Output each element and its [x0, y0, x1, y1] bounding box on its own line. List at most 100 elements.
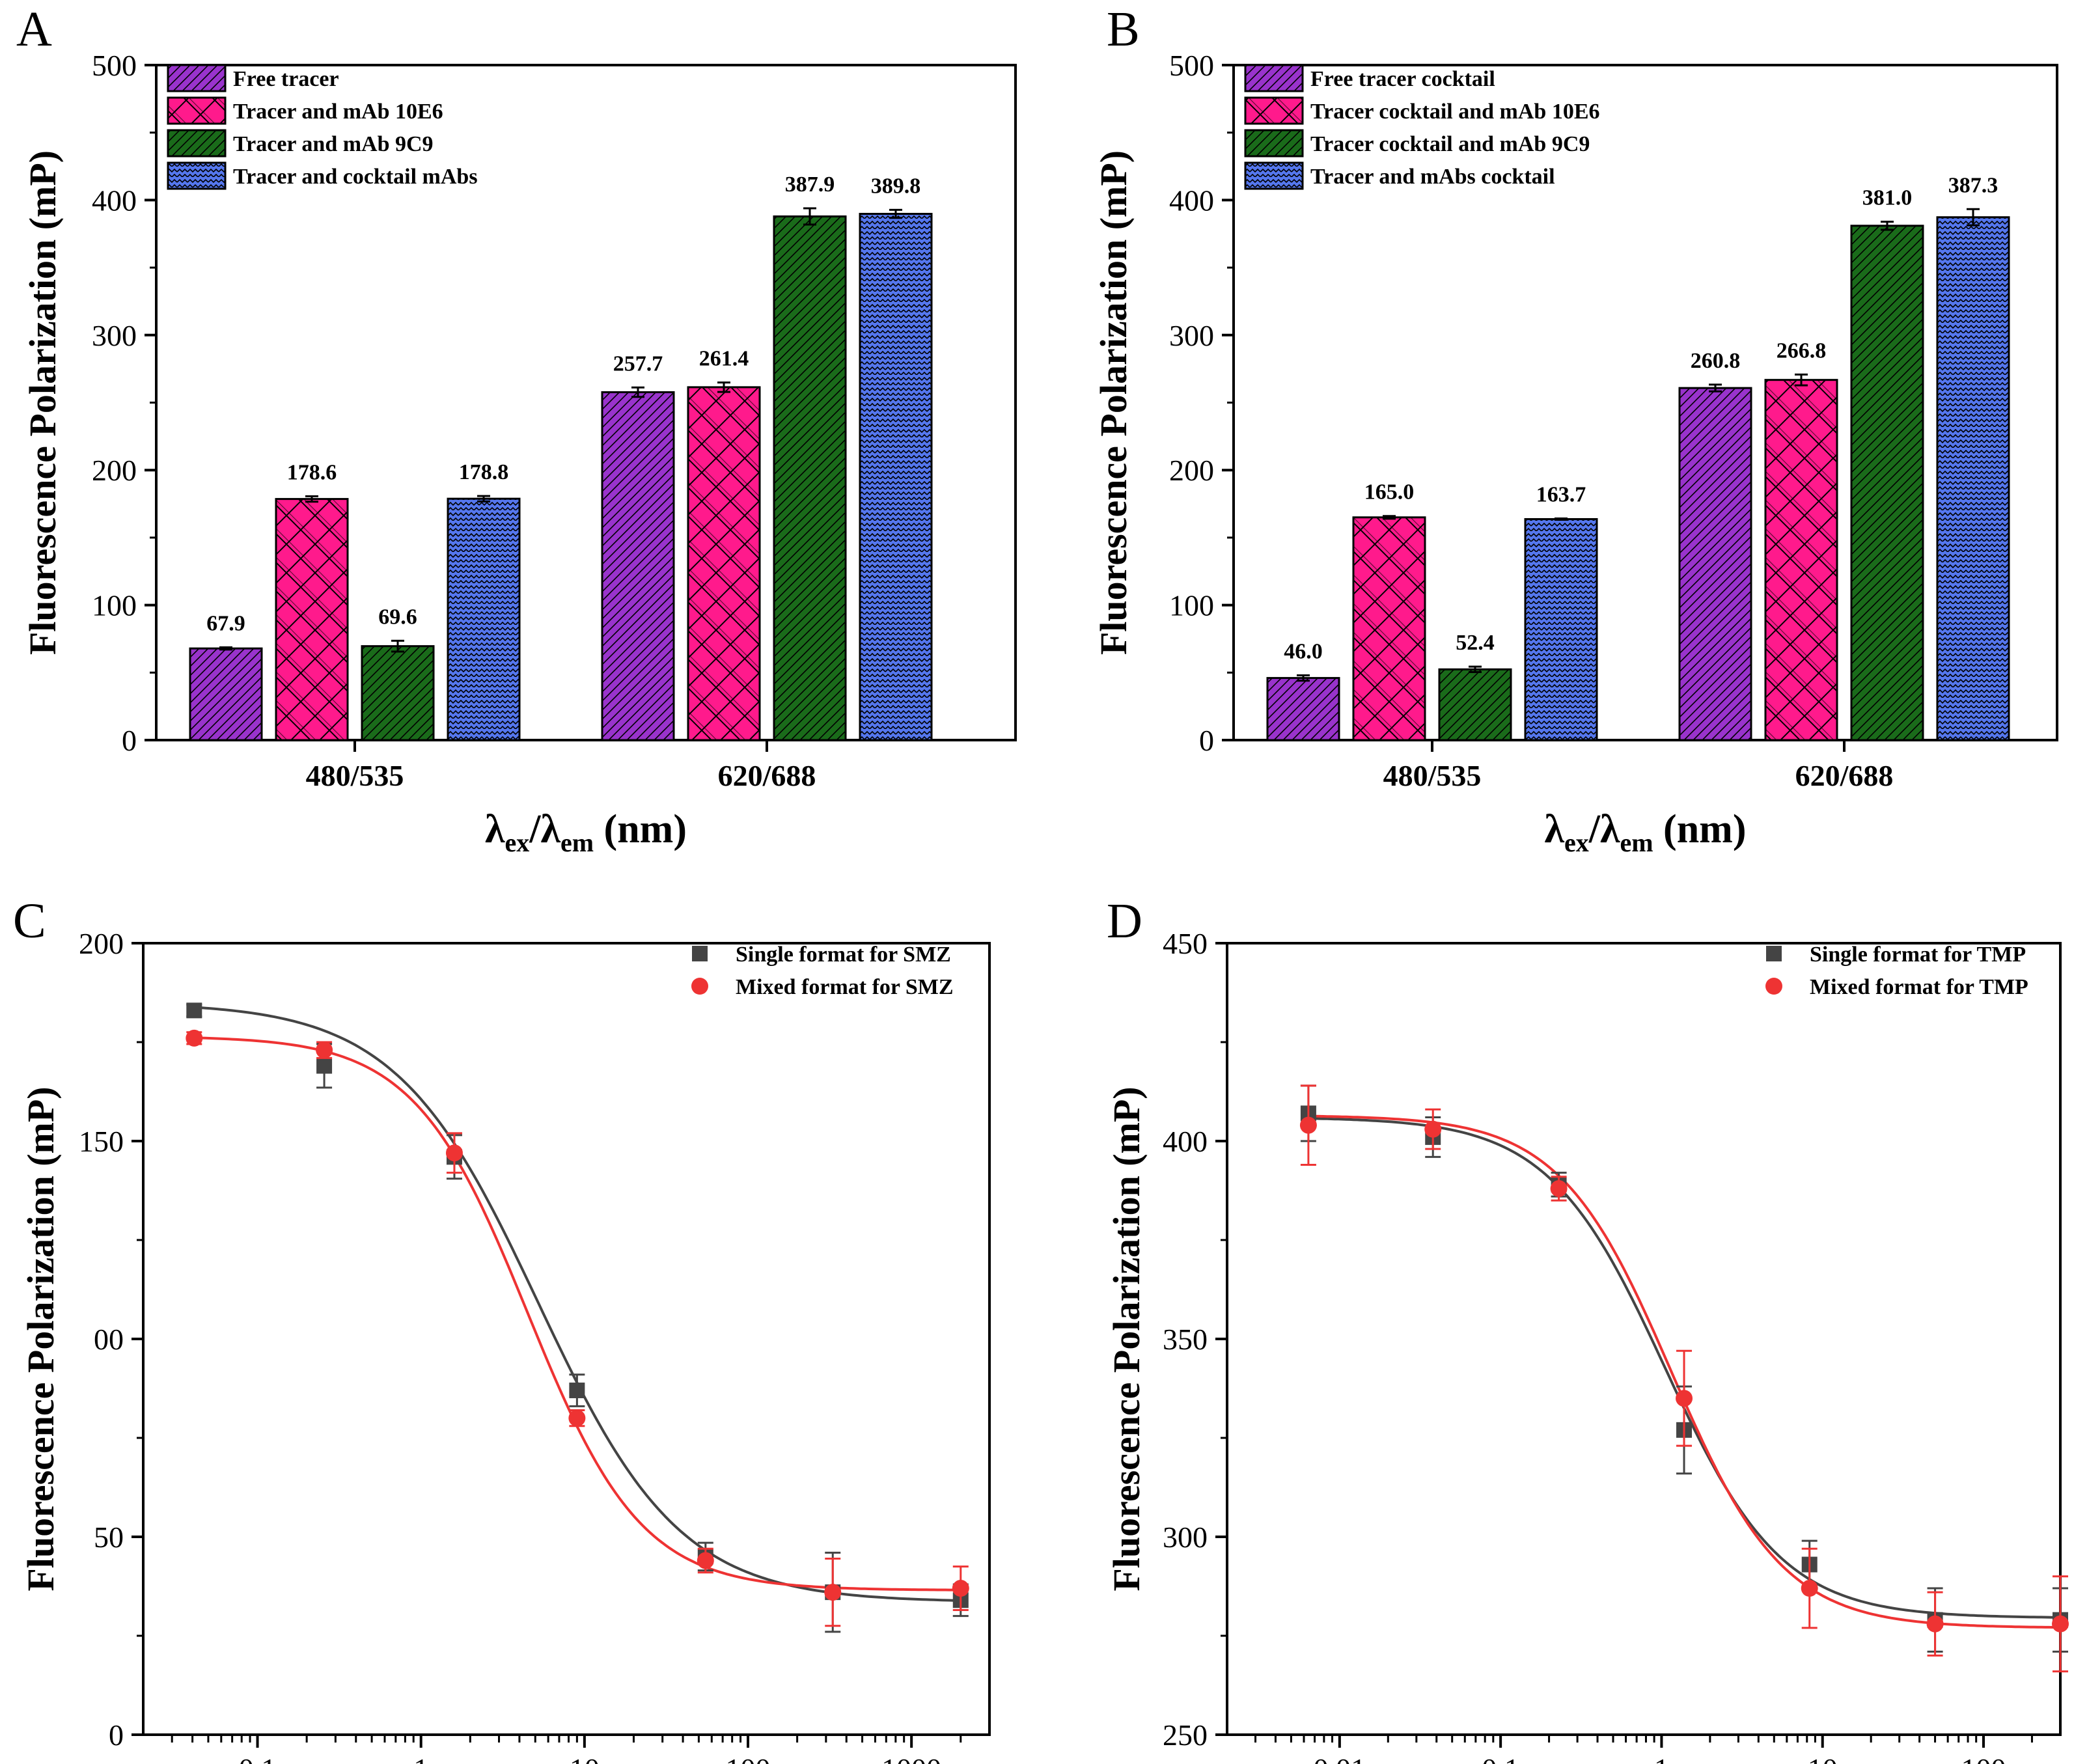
data-label: 69.6	[378, 605, 417, 629]
data-point	[186, 1002, 202, 1019]
x-tick-label: 1	[413, 1752, 428, 1764]
y-tick-label: 300	[1163, 1521, 1208, 1554]
x-label-lambda-2: λ	[541, 807, 561, 851]
data-label: 389.8	[871, 174, 921, 198]
x-tick-label: 100	[1961, 1752, 2006, 1764]
data-label: 387.9	[785, 172, 835, 197]
y-tick-label: 50	[94, 1521, 124, 1554]
y-axis-label: Fluorescence Polarization (mP)	[21, 150, 64, 655]
data-point	[2052, 1615, 2069, 1633]
data-point	[697, 1552, 714, 1569]
fit-curve	[194, 1036, 961, 1592]
y-tick-label: 400	[1163, 1125, 1208, 1158]
bar	[275, 498, 349, 741]
legend-label: Free tracer	[233, 67, 339, 91]
x-label-slash: /	[1588, 807, 1601, 851]
y-tick-label: 350	[1163, 1323, 1208, 1356]
x-label-sub-ex: ex	[505, 828, 530, 857]
legend-swatch-pattern	[167, 161, 227, 190]
bar	[601, 391, 675, 741]
legend-swatch-pattern	[167, 64, 227, 92]
bar-pattern	[447, 497, 521, 741]
panel-c: 0 50 00 150 200 Fluorescence Polarization (mP…	[13, 894, 991, 1764]
x-axis-label: λex/λem (nm)	[485, 807, 687, 857]
y-tick-label: 400	[92, 184, 137, 217]
data-point	[569, 1383, 585, 1399]
data-point	[186, 1029, 203, 1047]
data-label: 52.4	[1456, 631, 1495, 655]
bar-pattern	[1764, 379, 1838, 741]
y-tick-label: 100	[92, 589, 137, 622]
bar	[361, 645, 435, 741]
data-label: 165.0	[1364, 480, 1415, 504]
x-axis-label: λex/λem (nm)	[1545, 807, 1747, 857]
legend-marker	[1766, 946, 1782, 961]
data-label: 67.9	[206, 612, 245, 636]
bar	[1524, 517, 1598, 741]
y-tick-label: 400	[1169, 184, 1214, 217]
data-point	[1550, 1179, 1568, 1197]
y-tick-label: 300	[1169, 319, 1214, 352]
y-tick-label: 200	[1169, 454, 1214, 487]
x-tick-label: 0.1	[239, 1752, 277, 1764]
y-tick-label: 300	[92, 319, 137, 352]
legend-label: Free tracer cocktail	[1310, 67, 1495, 91]
bar	[189, 647, 263, 741]
bar-pattern	[1678, 387, 1752, 741]
legend-label: Tracer cocktail and mAb 10E6	[1310, 100, 1600, 124]
y-axis-label: Fluorescence Polarization (mP)	[1105, 1086, 1148, 1591]
bar-pattern	[601, 391, 675, 741]
x-tick-label: 620/688	[1795, 759, 1894, 792]
data-point	[445, 1144, 463, 1162]
legend-label: Single format for TMP	[1810, 943, 2026, 967]
data-label: 260.8	[1691, 349, 1741, 373]
legend-marker	[692, 946, 708, 961]
data-point	[1676, 1390, 1693, 1407]
data-label: 381.0	[1862, 186, 1913, 210]
legend-label: Tracer and mAb 10E6	[233, 100, 443, 124]
y-tick-label: 0	[1199, 724, 1214, 757]
x-tick-label: 480/535	[306, 759, 404, 792]
data-label: 163.7	[1536, 482, 1586, 506]
data-label: 261.4	[699, 347, 749, 371]
bar	[1266, 677, 1340, 741]
x-tick-label: 0.1	[1482, 1752, 1519, 1764]
panel-a: 0 100 200 300 400 500 Fluorescence Polarizatio…	[16, 2, 1017, 857]
bar	[1678, 387, 1752, 741]
bar-pattern	[1524, 517, 1598, 741]
y-tick-label: 500	[1169, 49, 1214, 82]
bar	[1764, 379, 1838, 741]
data-point	[1926, 1615, 1944, 1633]
x-label-unit: (nm)	[1653, 807, 1747, 851]
x-tick-label: 620/688	[718, 759, 816, 792]
data-point	[1801, 1580, 1818, 1597]
legend-label: Single format for SMZ	[736, 943, 951, 967]
x-label-sub-em: em	[1620, 828, 1653, 857]
y-axis-label: Fluorescence Polarization (mP)	[20, 1086, 62, 1591]
bar	[1850, 225, 1924, 741]
legend-marker	[1765, 978, 1782, 995]
y-tick-label: 0	[122, 724, 137, 757]
panel-label: A	[16, 2, 52, 57]
panel-label: C	[13, 894, 46, 948]
x-tick-label: 100	[726, 1752, 771, 1764]
y-tick-label: 200	[79, 927, 124, 960]
legend-swatch-pattern	[167, 96, 227, 125]
x-label-sub-em: em	[560, 828, 594, 857]
bar	[447, 497, 521, 741]
legend-swatch-pattern	[1244, 161, 1304, 190]
y-axis-label: Fluorescence Polarization (mP)	[1092, 150, 1135, 655]
bar-pattern	[859, 213, 933, 741]
panel-d: 250 300 350 400 450 Fluorescence Polarization…	[1105, 894, 2069, 1764]
x-tick-label: 480/535	[1383, 759, 1482, 792]
x-tick-label: 0.01	[1314, 1752, 1366, 1764]
panel-b: 0 100 200 300 400 500 Fluorescence Polarizatio…	[1092, 2, 2058, 857]
bar-pattern	[1438, 668, 1512, 741]
fit-curve	[194, 1006, 961, 1602]
data-point	[316, 1041, 333, 1059]
legend-label: Tracer and mAbs cocktail	[1310, 165, 1555, 189]
data-point	[824, 1584, 842, 1601]
data-point	[568, 1409, 586, 1427]
panel-C-plot-frame	[142, 942, 991, 1736]
legend-swatch-pattern	[1244, 129, 1304, 158]
